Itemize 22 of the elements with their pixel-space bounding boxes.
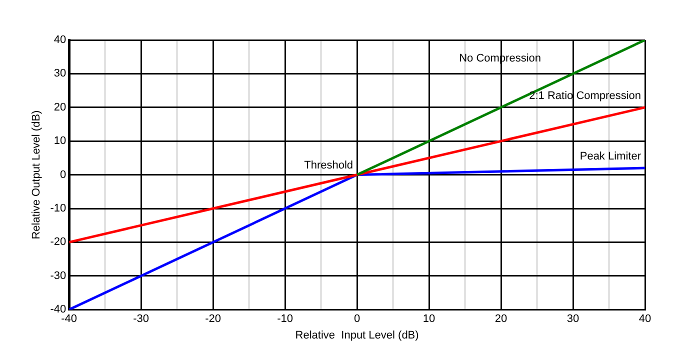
y-tick-label: 10 — [54, 135, 66, 148]
y-tick-label: -20 — [50, 236, 66, 248]
x-tick-label: 40 — [638, 313, 652, 326]
x-tick-label: -10 — [277, 313, 294, 326]
x-tick-label: -30 — [133, 313, 150, 326]
x-axis-title: Relative Input Level (dB) — [295, 329, 419, 342]
series-label: 2:1 Ratio Compression — [529, 90, 641, 102]
y-tick-label: -10 — [50, 202, 66, 215]
x-tick-label: 0 — [354, 313, 360, 326]
series-label: Peak Limiter — [580, 150, 642, 163]
x-tick-label: -20 — [205, 313, 222, 326]
y-axis-title: Relative Output Level (dB) — [30, 110, 43, 240]
x-tick-label: 20 — [494, 313, 508, 326]
y-tick-label: -30 — [50, 270, 66, 282]
y-tick-label: 0 — [60, 168, 66, 181]
x-tick-label: 10 — [422, 313, 436, 326]
x-tick-label: 30 — [566, 313, 580, 326]
y-tick-label: 40 — [54, 34, 66, 46]
y-tick-label: 20 — [54, 101, 66, 114]
y-tick-label: 30 — [54, 68, 66, 80]
annotation: Threshold — [304, 159, 354, 172]
y-tick-label: -40 — [50, 304, 66, 316]
